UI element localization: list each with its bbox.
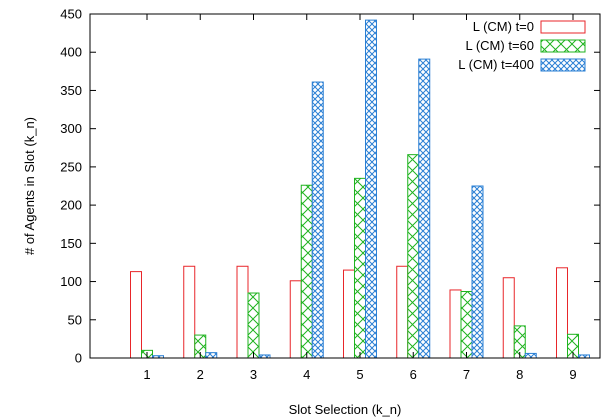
bar-series-3-cat-7: [471, 185, 484, 359]
legend-swatch-3: [540, 58, 586, 72]
bar-series-2-cat-4: [300, 184, 313, 359]
bar-series-3-cat-4: [311, 81, 324, 359]
legend-swatch-1: [540, 20, 586, 34]
bar-series-3-cat-5: [365, 19, 377, 359]
bars-layer: [130, 19, 590, 359]
y-axis-label: # of Agents in Slot (k_n): [22, 117, 37, 255]
legend: L (CM) t=0 L (CM) t=60 L (CM) t=400: [458, 19, 586, 72]
y-tick-label: 400: [60, 45, 82, 60]
y-tick-label: 350: [60, 83, 82, 98]
bar-series-1-cat-9: [556, 267, 568, 359]
bar-series-1-cat-7: [449, 289, 462, 359]
y-tick-label: 0: [75, 351, 82, 366]
x-tick-label: 1: [143, 367, 150, 382]
plot-frame: [89, 13, 601, 359]
bar-series-3-cat-8: [524, 352, 537, 359]
bar-series-1-cat-3: [236, 265, 249, 359]
x-tick-label: 9: [569, 367, 576, 382]
bar-series-3-cat-6: [418, 58, 431, 359]
x-tick-label: 3: [250, 367, 257, 382]
legend-swatch-2: [540, 39, 586, 53]
y-tick-label: 450: [60, 7, 82, 22]
x-tick-label: 5: [356, 367, 363, 382]
bar-series-2-cat-6: [407, 154, 420, 359]
bar-series-1-cat-6: [396, 265, 409, 359]
legend-label-3: L (CM) t=400: [458, 57, 534, 72]
bar-series-1-cat-8: [502, 277, 515, 359]
y-tick-label: 100: [60, 274, 82, 289]
bar-series-2-cat-7: [460, 290, 473, 359]
bar-series-2-cat-3: [247, 292, 260, 359]
bar-series-3-cat-2: [205, 352, 218, 359]
legend-label-1: L (CM) t=0: [473, 19, 534, 34]
y-tick-label: 250: [60, 159, 82, 174]
bar-series-2-cat-5: [354, 177, 366, 359]
x-tick-label: 8: [516, 367, 523, 382]
x-tick-label: 7: [463, 367, 470, 382]
y-tick-label: 50: [68, 312, 82, 327]
bar-series-1-cat-2: [183, 265, 196, 359]
y-tick-label: 300: [60, 121, 82, 136]
x-tick-label: 4: [303, 367, 310, 382]
x-tick-label: 2: [197, 367, 204, 382]
bar-series-1-cat-1: [130, 271, 142, 359]
y-tick-label: 200: [60, 198, 82, 213]
legend-label-2: L (CM) t=60: [465, 38, 534, 53]
bar-series-1-cat-4: [289, 280, 302, 359]
x-axis-label: Slot Selection (k_n): [289, 402, 402, 417]
ticks-layer: 0 50 100 150 200 250 300 350 400 450 1 2 3 4 5 6 7 8 9: [60, 7, 600, 382]
bar-series-1-cat-5: [343, 269, 355, 359]
y-tick-label: 150: [60, 236, 82, 251]
x-tick-label: 6: [410, 367, 417, 382]
